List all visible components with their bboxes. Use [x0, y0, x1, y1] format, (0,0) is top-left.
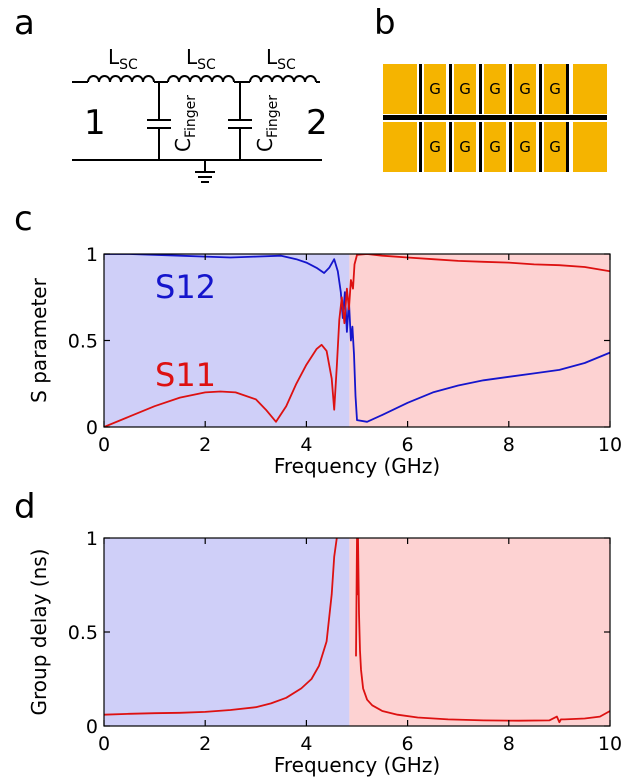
- finger-1-0: [424, 122, 446, 172]
- capacitor-label-2: CFinger: [253, 95, 281, 152]
- x-tick-label: 2: [199, 733, 211, 755]
- y-tick-label: 0: [86, 716, 98, 738]
- finger-0-0: [424, 64, 446, 114]
- x-tick-label: 0: [98, 733, 110, 755]
- port-2-label: 2: [306, 103, 328, 143]
- y-tick-label: 1: [86, 244, 98, 266]
- circuit-diagram: [72, 75, 322, 183]
- port-1-label: 1: [84, 103, 106, 143]
- pad-right-1: [573, 122, 607, 172]
- x-tick-label: 4: [300, 434, 312, 456]
- finger-0-1: [454, 64, 476, 114]
- pad-right-0: [573, 64, 607, 114]
- finger-1-2: [484, 122, 506, 172]
- series-line-s11: [104, 254, 610, 427]
- x-tick-label: 4: [300, 733, 312, 755]
- x-tick-label: 2: [199, 434, 211, 456]
- inductor-label-1: LSC: [108, 45, 138, 73]
- layout-diagram: G G G G GG G G G G: [383, 64, 607, 172]
- finger-gap: [419, 64, 422, 114]
- y-axis-label: S parameter: [27, 277, 51, 402]
- panel-b-letter: b: [374, 3, 396, 43]
- inductor-label-2: LSC: [186, 45, 216, 73]
- y-axis-label: Group delay (ns): [27, 549, 51, 716]
- finger-gap: [479, 122, 482, 172]
- finger-label: G: [519, 138, 531, 156]
- finger-0-4: [544, 64, 566, 114]
- finger-1-4: [544, 122, 566, 172]
- finger-1-1: [454, 122, 476, 172]
- center-conductor: [383, 115, 607, 120]
- x-tick-label: 6: [402, 733, 414, 755]
- finger-1-3: [514, 122, 536, 172]
- finger-gap: [566, 64, 569, 114]
- circuit-labels: LSC LSC LSC 1 2 CFinger CFinger: [84, 45, 328, 152]
- finger-gap: [479, 64, 482, 114]
- finger-gap: [566, 122, 569, 172]
- x-tick-label: 8: [503, 434, 515, 456]
- finger-label: G: [489, 80, 501, 98]
- capacitor-label-1: CFinger: [171, 95, 199, 152]
- finger-label: G: [429, 80, 441, 98]
- finger-gap: [509, 64, 512, 114]
- pad-left-1: [383, 122, 417, 172]
- region-band-1: [349, 538, 610, 726]
- series-line-0: [104, 538, 338, 716]
- region-band-0: [104, 254, 350, 427]
- x-tick-label: 8: [503, 733, 515, 755]
- finger-gap: [539, 122, 542, 172]
- inductor-2: [167, 75, 235, 83]
- region-band-0: [104, 538, 350, 726]
- y-tick-label: 1: [86, 528, 98, 550]
- finger-gap: [419, 122, 422, 172]
- panel-d-letter: d: [14, 487, 36, 527]
- series-line-1: [355, 538, 610, 724]
- inductor-3: [249, 75, 317, 83]
- x-axis-label: Frequency (GHz): [274, 454, 440, 478]
- panel-c-letter: c: [14, 199, 33, 239]
- finger-label: G: [519, 80, 531, 98]
- inductor-label-3: LSC: [266, 45, 296, 73]
- finger-label: G: [489, 138, 501, 156]
- legend-label-s11: S11: [155, 356, 216, 394]
- y-tick-label: 0.5: [68, 622, 98, 644]
- chart-s-parameter: 0 2 4 6 8 10 0 0.5 1 Frequency (GHz) S parameter S1…: [27, 244, 622, 478]
- chart-group-delay: 0 2 4 6 8 10 0 0.5 1 Frequency (GHz) Group delay (…: [27, 528, 622, 777]
- finger-gap: [509, 122, 512, 172]
- y-tick-label: 0: [86, 417, 98, 439]
- finger-gap: [539, 64, 542, 114]
- y-tick-label: 0.5: [68, 331, 98, 353]
- x-tick-label: 6: [402, 434, 414, 456]
- x-tick-label: 10: [598, 434, 622, 456]
- finger-label: G: [429, 138, 441, 156]
- finger-gap: [449, 122, 452, 172]
- panel-a-letter: a: [14, 3, 35, 43]
- region-band-1: [349, 254, 610, 427]
- finger-label: G: [459, 80, 471, 98]
- finger-label: G: [549, 80, 561, 98]
- finger-label: G: [549, 138, 561, 156]
- x-tick-label: 10: [598, 733, 622, 755]
- finger-gap: [449, 64, 452, 114]
- legend-label-s12: S12: [155, 268, 216, 306]
- x-axis-label: Frequency (GHz): [274, 753, 440, 777]
- finger-label: G: [459, 138, 471, 156]
- pad-left-0: [383, 64, 417, 114]
- inductor-1: [87, 75, 155, 83]
- finger-0-3: [514, 64, 536, 114]
- finger-0-2: [484, 64, 506, 114]
- x-tick-label: 0: [98, 434, 110, 456]
